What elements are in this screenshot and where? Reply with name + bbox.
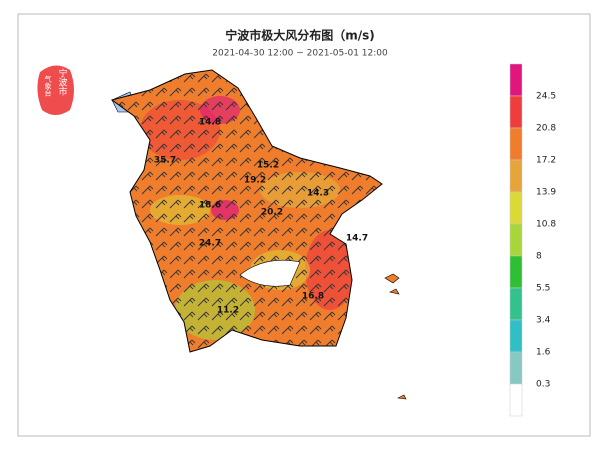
station-value: 14.8 bbox=[199, 118, 221, 128]
legend-swatch bbox=[509, 319, 523, 353]
legend-label: 1.6 bbox=[536, 348, 551, 358]
station-value: 18.6 bbox=[199, 201, 221, 211]
station-value: 24.7 bbox=[199, 239, 221, 249]
station-value: 19.2 bbox=[244, 176, 266, 186]
station-value: 14.7 bbox=[346, 234, 368, 244]
title: 宁波市极大风分布图（m/s) bbox=[225, 28, 375, 43]
legend-label: 10.8 bbox=[536, 220, 556, 230]
legend-label: 13.9 bbox=[536, 188, 556, 198]
map bbox=[111, 69, 407, 400]
station-value: 35.7 bbox=[154, 156, 176, 166]
legend-swatch bbox=[509, 63, 523, 97]
subtitle: 2021-04-30 12:00 ~ 2021-05-01 12:00 bbox=[212, 49, 388, 59]
legend-label: 8 bbox=[536, 252, 542, 262]
legend-label: 0.3 bbox=[536, 380, 550, 390]
legend-swatch bbox=[509, 159, 523, 193]
legend-swatch bbox=[509, 223, 523, 257]
legend-swatch bbox=[509, 351, 523, 385]
legend-label: 24.5 bbox=[536, 92, 556, 102]
logo-text: 宁波市 bbox=[57, 67, 68, 96]
legend-label: 17.2 bbox=[536, 156, 556, 166]
station-value: 11.2 bbox=[217, 306, 239, 316]
station-value: 16.8 bbox=[302, 292, 324, 302]
station-value: 20.2 bbox=[261, 208, 283, 218]
legend-swatch bbox=[509, 255, 523, 289]
legend-swatch bbox=[509, 95, 523, 129]
legend-label: 20.8 bbox=[536, 124, 556, 134]
legend-label: 3.4 bbox=[536, 316, 551, 326]
station-value: 14.3 bbox=[307, 189, 329, 199]
station-value: 15.2 bbox=[257, 161, 279, 171]
legend-swatch bbox=[509, 191, 523, 225]
legend: 24.5 20.8 17.2 13.9 10.8 8 5.5 3.4 1.6 0.3 bbox=[509, 63, 556, 417]
legend-swatch bbox=[509, 287, 523, 321]
frame bbox=[17, 13, 591, 437]
legend-swatch bbox=[509, 383, 523, 417]
legend-swatch bbox=[509, 127, 523, 161]
logo-text: 气象台 bbox=[44, 75, 52, 98]
legend-label: 5.5 bbox=[536, 284, 550, 294]
logo: 宁波市 气象台 bbox=[37, 65, 74, 115]
